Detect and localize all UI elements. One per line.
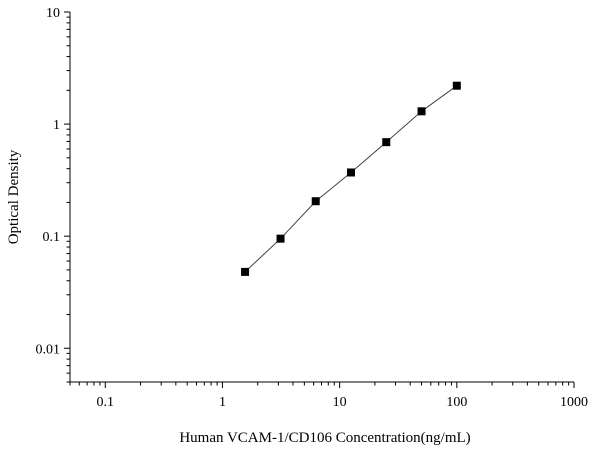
- data-point: [346, 168, 355, 177]
- x-tick-label: 0.1: [97, 395, 115, 410]
- ticks: 0.1 1 10 100 1000 0.01 0.1 1 10: [36, 6, 589, 410]
- y-tick-label: 10: [46, 6, 60, 21]
- y-axis-title: Optical Density: [6, 149, 22, 244]
- x-tick-label: 1: [219, 395, 226, 410]
- series-layer: [241, 81, 461, 276]
- data-point: [382, 138, 391, 147]
- data-point: [417, 107, 426, 116]
- data-point: [311, 197, 320, 206]
- axes: [69, 12, 574, 383]
- y-tick-label: 0.01: [36, 342, 61, 357]
- x-tick-label: 100: [446, 395, 467, 410]
- y-tick-label: 0.1: [43, 230, 61, 245]
- data-point: [241, 267, 250, 276]
- data-point: [452, 81, 461, 90]
- x-tick-label: 10: [333, 395, 347, 410]
- x-axis-title: Human VCAM-1/CD106 Concentration(ng/mL): [179, 430, 470, 446]
- x-tick-label: 1000: [560, 395, 588, 410]
- y-tick-label: 1: [53, 118, 60, 133]
- data-point: [276, 234, 285, 243]
